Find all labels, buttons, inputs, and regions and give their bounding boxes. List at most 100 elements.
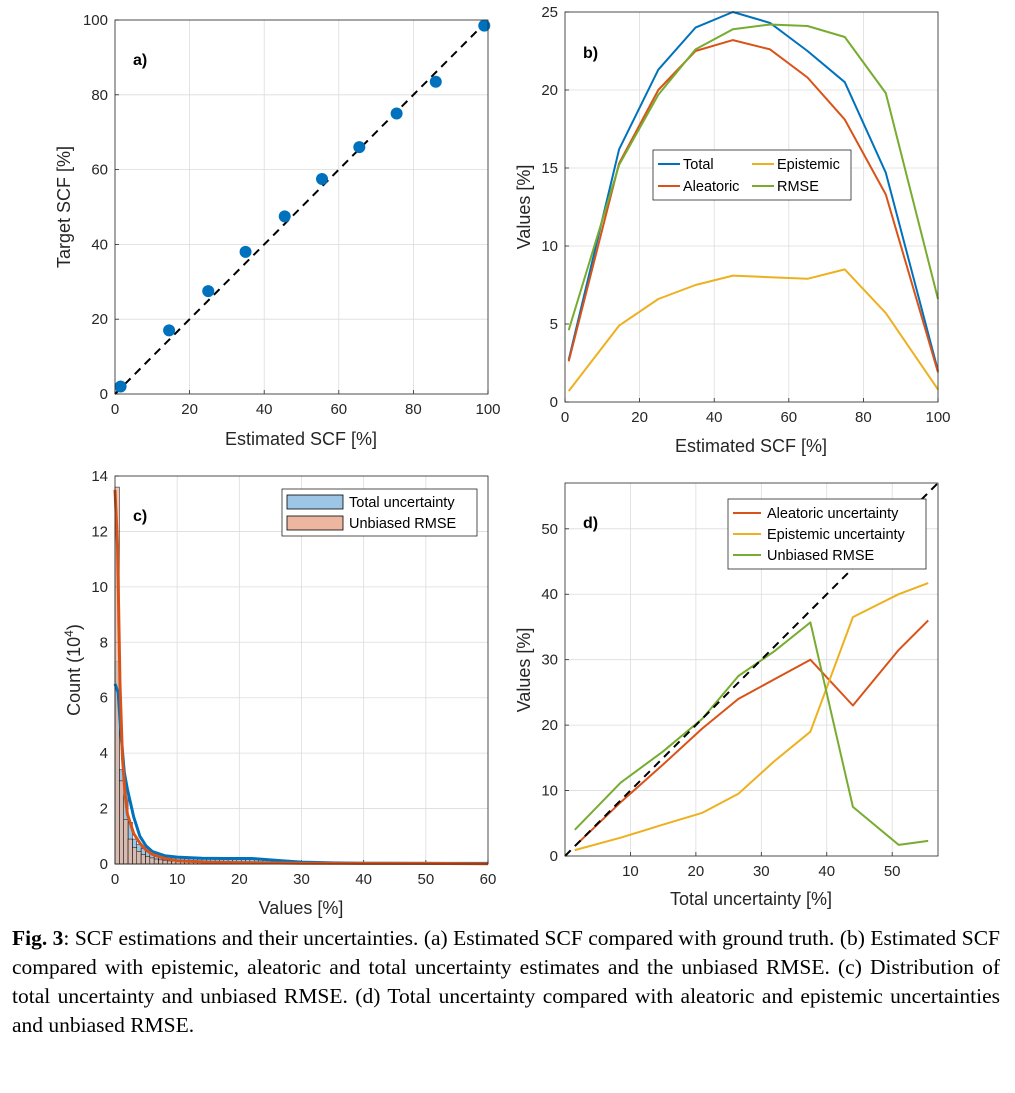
y-tick-label: 25 xyxy=(541,4,558,21)
x-tick-label: 40 xyxy=(256,401,273,418)
legend-label-epistemic-uncertainty: Epistemic uncertainty xyxy=(767,527,906,543)
x-tick-label: 60 xyxy=(780,409,797,426)
histogram-bar-rmse xyxy=(127,838,133,865)
panel-d-frame xyxy=(564,482,939,857)
figure-caption-text: : SCF estimations and their uncertaintie… xyxy=(12,926,1000,1037)
panel-b-xlabel: Estimated SCF [%] xyxy=(675,436,827,456)
y-tick-label: 20 xyxy=(91,311,108,328)
panel-c-frame xyxy=(114,475,489,865)
legend-label-total: Total xyxy=(683,157,714,173)
y-tick-label: 0 xyxy=(100,386,108,403)
y-tick-label: 20 xyxy=(541,717,558,734)
panel-b-ylabel: Values [%] xyxy=(514,165,534,250)
panel-a-tick-labels: 0 20 40 60 80 100 0 20 40 60 80 100 xyxy=(83,12,501,418)
panel-c-xlabel: Values [%] xyxy=(259,898,344,918)
histogram-bar-rmse xyxy=(145,855,151,865)
x-tick-label: 10 xyxy=(622,863,639,880)
scatter-point xyxy=(114,380,127,393)
x-tick-label: 40 xyxy=(818,863,835,880)
figure-caption-label: Fig. 3 xyxy=(12,926,64,950)
x-tick-label: 80 xyxy=(405,401,422,418)
legend-label-epistemic: Epistemic xyxy=(777,157,840,173)
series-line-aleatoric-uncertainty xyxy=(574,619,929,847)
y-tick-label: 50 xyxy=(541,521,558,538)
legend-label-unbiased-rmse-d: Unbiased RMSE xyxy=(767,548,875,564)
y-tick-label: 0 xyxy=(550,848,558,865)
panel-b: 0 20 40 60 80 100 0 5 10 15 20 25 b) Estimated SCF … xyxy=(514,4,951,456)
x-tick-label: 40 xyxy=(355,871,372,888)
x-tick-label: 80 xyxy=(855,409,872,426)
x-tick-label: 10 xyxy=(169,871,186,888)
panel-c-ylabel-main: Count (10 xyxy=(64,637,84,716)
y-tick-label: 40 xyxy=(91,236,108,253)
panel-a-xlabel: Estimated SCF [%] xyxy=(225,429,377,449)
histogram-bar-rmse xyxy=(132,847,138,865)
y-tick-label: 15 xyxy=(541,160,558,177)
legend-label-aleatoric-uncertainty: Aleatoric uncertainty xyxy=(767,506,899,522)
x-tick-label: 100 xyxy=(475,401,500,418)
y-tick-label: 30 xyxy=(541,652,558,669)
panel-d-legend: Aleatoric uncertainty Epistemic uncertai… xyxy=(727,498,927,570)
legend-label-unbiased-rmse-c: Unbiased RMSE xyxy=(349,516,457,532)
histogram-bar-rmse xyxy=(136,851,142,865)
panel-d: 10 20 30 40 50 0 10 20 30 40 50 d) Total uncertain… xyxy=(514,482,939,909)
y-tick-label: 0 xyxy=(100,856,108,873)
y-tick-label: 8 xyxy=(100,634,108,651)
y-tick-label: 14 xyxy=(91,468,108,485)
y-tick-label: 0 xyxy=(550,394,558,411)
panel-c-legend: Total uncertainty Unbiased RMSE xyxy=(281,488,478,537)
scatter-point xyxy=(202,285,215,298)
series-line-rmse xyxy=(567,23,939,331)
scatter-point xyxy=(390,107,403,120)
scatter-point xyxy=(478,19,491,32)
panel-d-ylabel: Values [%] xyxy=(514,628,534,713)
panel-b-label: b) xyxy=(583,45,598,62)
series-line-aleatoric xyxy=(567,39,939,373)
x-tick-label: 40 xyxy=(706,409,723,426)
legend-swatch-unbiased-rmse xyxy=(286,515,344,531)
panel-a-ylabel: Target SCF [%] xyxy=(54,146,74,268)
x-tick-label: 30 xyxy=(753,863,770,880)
panel-a-label: a) xyxy=(133,52,147,69)
x-tick-label: 20 xyxy=(631,409,648,426)
x-tick-label: 50 xyxy=(884,863,901,880)
panel-b-marks xyxy=(567,11,939,392)
x-tick-label: 60 xyxy=(330,401,347,418)
histogram-bar-rmse xyxy=(166,860,172,865)
x-tick-label: 100 xyxy=(925,409,950,426)
panel-b-legend-box xyxy=(652,149,852,201)
panel-c-ylabel-end: ) xyxy=(64,624,84,630)
panel-b-frame xyxy=(564,11,939,403)
scatter-point xyxy=(278,210,291,223)
y-tick-label: 10 xyxy=(541,238,558,255)
scatter-point xyxy=(316,172,329,185)
panel-c-label: c) xyxy=(133,508,147,525)
y-tick-label: 100 xyxy=(83,12,108,29)
panel-d-label: d) xyxy=(583,515,598,532)
x-tick-label: 60 xyxy=(480,871,497,888)
identity-line xyxy=(114,19,489,395)
y-tick-label: 10 xyxy=(91,579,108,596)
y-tick-label: 40 xyxy=(541,586,558,603)
density-curve-rmse xyxy=(113,489,489,866)
x-tick-label: 20 xyxy=(231,871,248,888)
histogram-bar-rmse xyxy=(140,854,146,865)
series-line-epistemic-uncertainty xyxy=(574,582,929,852)
histogram-bar-rmse xyxy=(123,819,129,865)
panel-b-plot-area xyxy=(565,12,938,402)
y-tick-label: 12 xyxy=(91,523,108,540)
y-tick-label: 60 xyxy=(91,162,108,179)
legend-label-rmse: RMSE xyxy=(777,179,819,195)
legend-label-total-uncertainty: Total uncertainty xyxy=(349,495,455,511)
panel-b-legend: Total Aleatoric Epistemic RMSE xyxy=(652,149,852,201)
x-tick-label: 50 xyxy=(417,871,434,888)
scatter-point xyxy=(239,245,252,258)
figure-caption: Fig. 3: SCF estimations and their uncert… xyxy=(12,924,1000,1040)
y-tick-label: 80 xyxy=(91,87,108,104)
y-tick-label: 10 xyxy=(541,783,558,800)
panel-d-tick-labels: 10 20 30 40 50 0 10 20 30 40 50 xyxy=(541,521,900,880)
panel-c: 0 10 20 30 40 50 60 0 2 4 6 8 10 12 14 c) Values [%] C… xyxy=(62,468,496,918)
x-tick-label: 20 xyxy=(688,863,705,880)
histogram-bar-rmse xyxy=(119,780,124,865)
